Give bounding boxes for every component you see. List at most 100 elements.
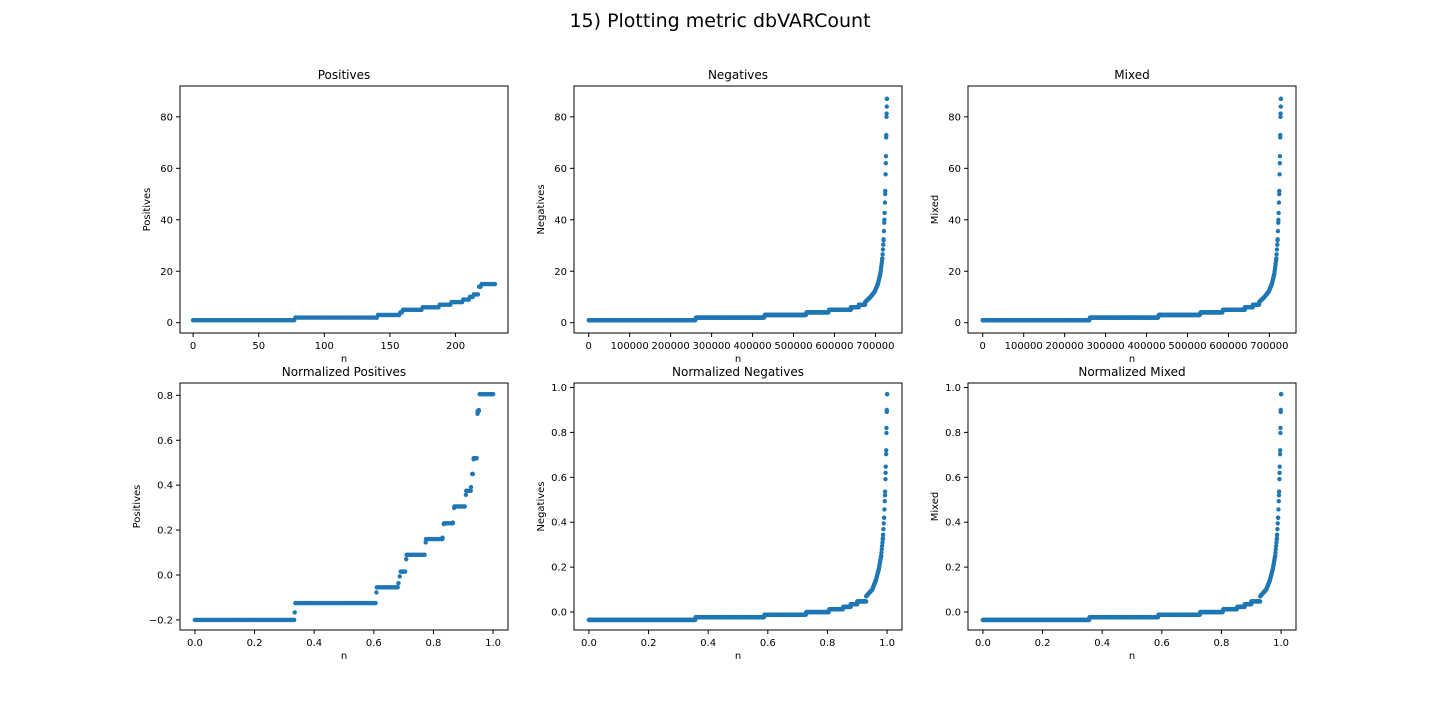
data-point: [762, 612, 767, 617]
subplot-normalized-mixed: 0.0 0.2 0.4 0.6 0.8 1.0 0.0 0.2 0.4 0.6 0.8 1.0 Norm…: [930, 365, 1297, 662]
data-point: [980, 317, 985, 323]
axes-frame: [179, 382, 509, 631]
data-point: [1277, 191, 1282, 197]
data-point: [468, 484, 474, 490]
data-point: [872, 289, 877, 295]
y-tick-label: 20: [554, 267, 567, 278]
data-point: [855, 599, 860, 604]
data-point: [192, 617, 198, 623]
x-tick-label: 1.0: [879, 638, 895, 649]
data-point: [880, 256, 885, 261]
data-point: [881, 526, 886, 532]
data-point: [882, 217, 887, 222]
data-point: [402, 569, 408, 574]
data-point: [462, 504, 467, 509]
data-point: [1249, 599, 1254, 604]
data-point: [883, 154, 889, 159]
data-point: [475, 292, 481, 297]
data-point: [1276, 493, 1282, 498]
data-point: [1257, 599, 1263, 604]
data-point: [1278, 104, 1283, 109]
data-point: [1278, 425, 1283, 431]
data-point: [881, 238, 886, 243]
data-point: [693, 615, 698, 620]
scatter-points-normalized-positives: [192, 392, 496, 623]
x-tick-label: 400000: [733, 341, 771, 352]
y-tick-label: 60: [160, 164, 173, 175]
y-tick-label: 80: [554, 112, 567, 123]
data-point: [586, 317, 591, 323]
data-point: [470, 471, 476, 477]
data-point: [876, 567, 881, 572]
data-point: [868, 294, 873, 300]
data-point: [1274, 247, 1280, 252]
data-point: [883, 160, 889, 166]
x-tick-label: 400000: [1127, 341, 1165, 352]
data-point: [1234, 307, 1239, 313]
y-tick-label: 0.8: [551, 428, 567, 439]
data-point: [440, 536, 445, 542]
x-axis-label: n: [735, 651, 741, 662]
scatter-points-normalized-mixed: [980, 392, 1284, 623]
y-tick-label: 80: [948, 112, 961, 123]
data-point: [1266, 289, 1271, 295]
y-tick-label: 0.2: [551, 563, 567, 574]
y-tick-label: 0.6: [551, 473, 567, 484]
y-tick-label: 40: [554, 215, 567, 226]
x-tick-label: 100: [315, 341, 334, 352]
data-point: [804, 310, 809, 315]
data-point: [1275, 242, 1280, 247]
data-point: [884, 430, 889, 436]
y-tick-label: 0: [167, 318, 173, 329]
y-tick-label: 0.2: [945, 563, 961, 574]
data-point: [875, 281, 881, 287]
data-point: [375, 312, 381, 318]
axes-frame: [967, 85, 1297, 334]
data-point: [1276, 200, 1282, 205]
data-point: [884, 114, 889, 120]
y-tick-label: 1.0: [945, 383, 961, 394]
data-point: [869, 587, 875, 592]
data-point: [464, 488, 469, 493]
x-tick-label: 0.0: [581, 638, 597, 649]
y-tick-label: 60: [948, 164, 961, 175]
data-point: [878, 553, 884, 559]
data-point: [880, 252, 885, 257]
x-tick-label: 0.0: [975, 638, 991, 649]
data-point: [1242, 305, 1248, 310]
data-point: [883, 470, 888, 476]
x-tick-label: 500000: [774, 341, 812, 352]
data-point: [1220, 307, 1226, 313]
y-tick-label: 20: [948, 267, 961, 278]
data-point: [400, 307, 406, 313]
data-point: [479, 281, 484, 287]
data-point: [884, 425, 889, 431]
data-point: [449, 299, 454, 305]
data-point: [848, 601, 853, 607]
data-point: [762, 312, 768, 318]
x-tick-label: 600000: [815, 341, 853, 352]
x-tick-label: 150: [380, 341, 399, 352]
data-point: [450, 521, 456, 526]
data-point: [884, 96, 890, 102]
data-point: [878, 271, 883, 277]
x-tick-label: 0.6: [366, 638, 382, 649]
x-tick-label: 0.8: [820, 638, 836, 649]
data-point: [404, 552, 409, 557]
scatter-points-negatives: [586, 96, 890, 323]
y-tick-label: 0: [561, 318, 567, 329]
x-axis-label: n: [735, 354, 741, 365]
x-tick-label: 100000: [611, 341, 649, 352]
data-point: [374, 590, 379, 595]
data-point: [1270, 567, 1275, 572]
x-tick-label: 0.2: [247, 638, 263, 649]
y-tick-label: 40: [160, 215, 173, 226]
data-point: [398, 569, 403, 574]
data-point: [1277, 451, 1283, 457]
axes-frame: [179, 85, 509, 334]
data-point: [883, 476, 888, 482]
data-point: [873, 578, 878, 583]
x-tick-label: 0.4: [700, 638, 716, 649]
x-axis-label: n: [1129, 354, 1135, 365]
data-point: [1277, 188, 1282, 194]
